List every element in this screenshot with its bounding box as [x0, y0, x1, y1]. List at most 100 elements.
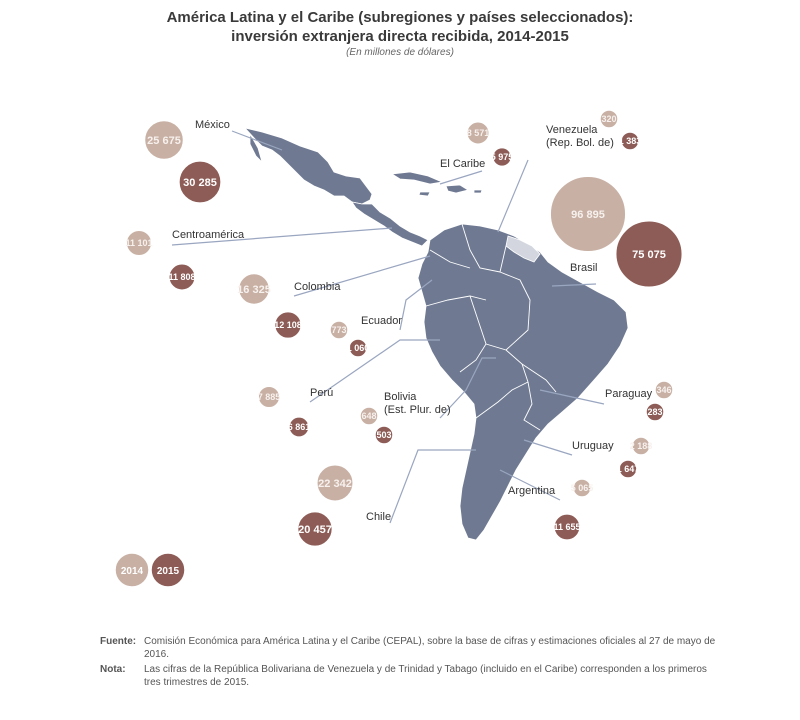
bubble-paraguay-2014	[654, 380, 674, 400]
bubble-value-paraguay-2014: 346	[656, 385, 671, 395]
bubble-uruguay-2015	[618, 459, 638, 479]
bubble-peru-2015	[288, 416, 310, 438]
bubble-uruguay-2014	[631, 436, 651, 456]
bubble-value-venezuela-rep-bol-de-2014: 320	[601, 114, 616, 124]
bubble-brasil-2014	[549, 175, 627, 253]
leader-el-caribe	[439, 170, 483, 185]
bubble-value-argentina-2015: 11 655	[553, 522, 580, 532]
legend-swatch-2014	[114, 552, 150, 588]
map-mexico	[243, 127, 373, 205]
country-border-7	[521, 363, 557, 393]
country-border-10	[499, 245, 507, 273]
bubble-value-peru-2014: 7 885	[258, 392, 281, 402]
bubble-brasil-2015	[614, 219, 684, 289]
country-border-6	[499, 271, 531, 351]
region-label-uruguay: Uruguay	[572, 440, 614, 452]
map-cuba	[390, 171, 444, 185]
region-label-mexico: México	[195, 119, 230, 131]
notes-block: Fuente: Comisión Económica para América …	[100, 635, 720, 691]
legend-label-2014: 2014	[121, 566, 144, 577]
leader-colombia	[293, 255, 431, 297]
bubble-value-centroamerica-2014: 11 101	[125, 238, 152, 248]
region-label-argentina: Argentina	[508, 485, 556, 497]
bubble-layer: 25 675 30 285 8 571 5 975 320 1 383 11 101 11 8…	[125, 109, 684, 548]
bubble-paraguay-2015	[645, 402, 665, 422]
bubble-chile-2014	[316, 464, 354, 502]
bubble-map-chart: 25 675 30 285 8 571 5 975 320 1 383 11 101 11 8…	[114, 109, 684, 588]
bubble-argentina-2015	[553, 513, 581, 541]
bubble-mexico-2014	[143, 119, 185, 161]
region-label-ecuador: Ecuador	[361, 315, 402, 327]
bubble-value-brasil-2015: 75 075	[632, 249, 666, 261]
bubble-centroamerica-2014	[125, 229, 153, 257]
region-label-bolivia-est-plur-de-line1: Bolivia	[384, 391, 417, 403]
legend-label-2015: 2015	[157, 566, 180, 577]
bubble-value-mexico-2015: 30 285	[183, 177, 217, 189]
leader-venezuela-rep-bol-de	[497, 159, 529, 233]
bubble-bolivia-est-plur-de-2015	[374, 425, 394, 445]
bubble-el-caribe-2014	[466, 121, 490, 145]
leader-bolivia-est-plur-de	[439, 357, 496, 419]
leader-ecuador	[399, 279, 433, 331]
country-border-3	[425, 295, 487, 307]
map-central-america	[351, 201, 429, 247]
bubble-value-argentina-2014: 5 065	[571, 483, 594, 493]
map-guianas	[505, 235, 541, 263]
bubble-value-bolivia-est-plur-de-2015: 503	[376, 430, 391, 440]
region-label-venezuela-rep-bol-de-line1: Venezuela	[546, 124, 598, 136]
map-south-america	[417, 223, 629, 541]
nota-note: Nota: Las cifras de la República Bolivar…	[100, 663, 720, 689]
bubble-argentina-2014	[572, 478, 592, 498]
bubble-value-el-caribe-2015: 5 975	[491, 152, 514, 162]
map-jamaica	[418, 191, 431, 197]
map-puerto-rico	[473, 189, 483, 194]
bubble-value-ecuador-2014: 773	[331, 325, 346, 335]
legend-swatch-2015	[150, 552, 186, 588]
latin-america-map	[243, 127, 629, 541]
region-label-brasil: Brasil	[570, 262, 598, 274]
leader-peru	[309, 339, 440, 403]
country-border-9	[475, 381, 529, 419]
bubble-peru-2014	[257, 385, 281, 409]
bubble-centroamerica-2015	[168, 263, 196, 291]
bubble-value-chile-2015: 20 457	[298, 524, 332, 536]
country-border-1	[461, 223, 501, 273]
bubble-value-venezuela-rep-bol-de-2015: 1 383	[619, 136, 642, 146]
bubble-value-mexico-2014: 25 675	[147, 135, 181, 147]
bubble-venezuela-rep-bol-de-2014	[599, 109, 619, 129]
leader-centroamerica	[171, 227, 393, 246]
bubble-value-chile-2014: 22 342	[318, 478, 352, 490]
leader-lines	[171, 130, 605, 524]
region-label-paraguay: Paraguay	[605, 388, 653, 400]
bubble-value-colombia-2015: 12 108	[274, 320, 302, 330]
bubble-value-bolivia-est-plur-de-2014: 648	[361, 411, 376, 421]
bubble-el-caribe-2015	[491, 146, 513, 168]
bubble-bolivia-est-plur-de-2014	[359, 406, 379, 426]
bubble-value-uruguay-2014: 2 188	[630, 441, 653, 451]
chart-title-line2: inversión extranjera directa recibida, 2…	[231, 28, 569, 45]
source-text: Comisión Económica para América Latina y…	[144, 636, 716, 660]
bubble-value-el-caribe-2014: 8 571	[467, 128, 490, 138]
region-label-peru: Perú	[310, 387, 333, 399]
region-labels: México El Caribe Venezuela(Rep. Bol. de) Ce…	[172, 119, 653, 523]
bubble-chile-2015	[296, 510, 334, 548]
bubble-value-uruguay-2015: 1 647	[617, 464, 640, 474]
leader-chile	[389, 449, 476, 524]
bubble-value-colombia-2014: 16 325	[237, 284, 271, 296]
source-label: Fuente:	[100, 636, 137, 647]
bubble-mexico-2015	[178, 160, 222, 204]
leader-argentina	[499, 469, 561, 501]
leader-paraguay	[539, 389, 605, 405]
bubble-value-ecuador-2015: 1 060	[347, 343, 370, 353]
bubble-ecuador-2014	[329, 320, 349, 340]
bubble-value-brasil-2014: 96 895	[571, 209, 605, 221]
leader-uruguay	[523, 439, 573, 456]
leader-brasil	[551, 283, 597, 287]
title-block: América Latina y el Caribe (subregiones …	[0, 8, 800, 60]
bubble-value-peru-2015: 6 861	[288, 422, 311, 432]
region-label-chile: Chile	[366, 511, 391, 523]
nota-text: Las cifras de la República Bolivariana d…	[144, 664, 707, 688]
country-border-2	[429, 249, 471, 269]
bubble-colombia-2015	[273, 310, 303, 340]
source-note: Fuente: Comisión Económica para América …	[100, 635, 720, 661]
